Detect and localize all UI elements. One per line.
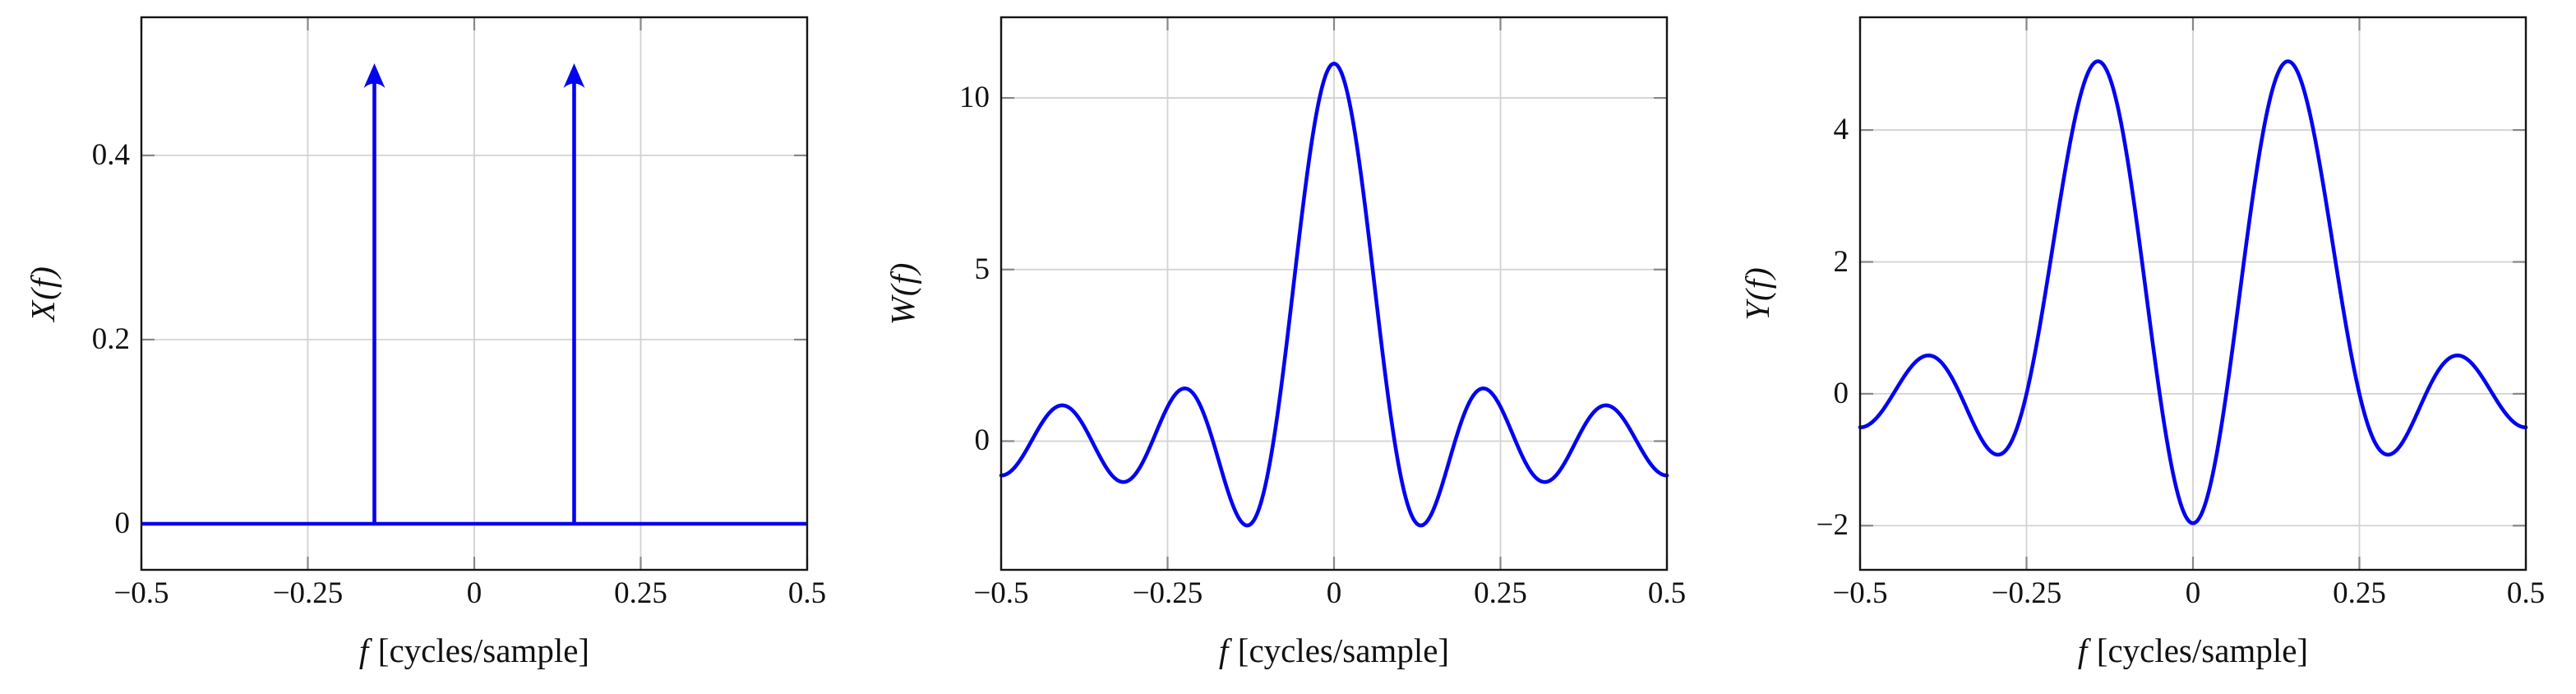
y-tick-label: −2: [1816, 508, 1849, 543]
x-tick-label: −0.5: [113, 576, 169, 610]
x-tick-label: 0.25: [614, 576, 667, 610]
curve-Y(f): [1858, 59, 2528, 525]
x-tick-label: 0: [1326, 576, 1342, 610]
x-tick-label: −0.5: [1832, 576, 1888, 610]
y-tick-label: 10: [959, 81, 990, 115]
impulse-arrowhead-icon: [363, 63, 385, 88]
xlabel-unit: [cycles/sample]: [1237, 632, 1450, 669]
x-tick-label: 0.25: [1474, 576, 1527, 610]
x-tick-label: −0.25: [1991, 576, 2062, 610]
x-tick-label: 0.25: [2333, 576, 2386, 610]
y-tick-label: 0: [974, 423, 990, 458]
y-axis-label-left: X(f): [24, 266, 62, 322]
x-axis-label-right: f [cycles/sample]: [2078, 631, 2308, 670]
y-tick-label: 0: [1833, 376, 1849, 410]
x-tick-label: 0.5: [1647, 576, 1687, 610]
xlabel-f-symbol: f: [358, 632, 369, 669]
y-tick-label: 0.2: [91, 322, 130, 356]
x-tick-label: 0.5: [787, 576, 827, 610]
y-tick-label: 0.4: [91, 138, 130, 172]
curve-W(f): [999, 62, 1669, 528]
xlabel-f-symbol: f: [1218, 632, 1229, 669]
y-tick-label: 4: [1833, 113, 1849, 147]
xlabel-f-symbol: f: [2077, 632, 2088, 669]
xlabel-unit: [cycles/sample]: [2096, 632, 2309, 669]
axis-border: [999, 16, 1669, 571]
x-tick-label: 0.5: [2506, 576, 2546, 610]
x-axis-label-left: f [cycles/sample]: [359, 631, 589, 670]
x-tick-label: −0.25: [272, 576, 344, 610]
x-tick-label: 0: [466, 576, 482, 610]
axis-border: [140, 16, 809, 571]
x-tick-label: −0.25: [1132, 576, 1203, 610]
y-tick-label: 5: [974, 252, 990, 286]
xlabel-unit: [cycles/sample]: [377, 632, 590, 669]
axis-border: [1858, 16, 2528, 571]
impulse-arrowhead-icon: [563, 63, 585, 88]
y-tick-label: 0: [114, 507, 131, 540]
x-tick-label: −0.5: [973, 576, 1029, 610]
x-tick-label: 0: [2185, 576, 2201, 610]
y-tick-label: 2: [1833, 244, 1849, 279]
x-axis-label-middle: f [cycles/sample]: [1219, 631, 1449, 670]
